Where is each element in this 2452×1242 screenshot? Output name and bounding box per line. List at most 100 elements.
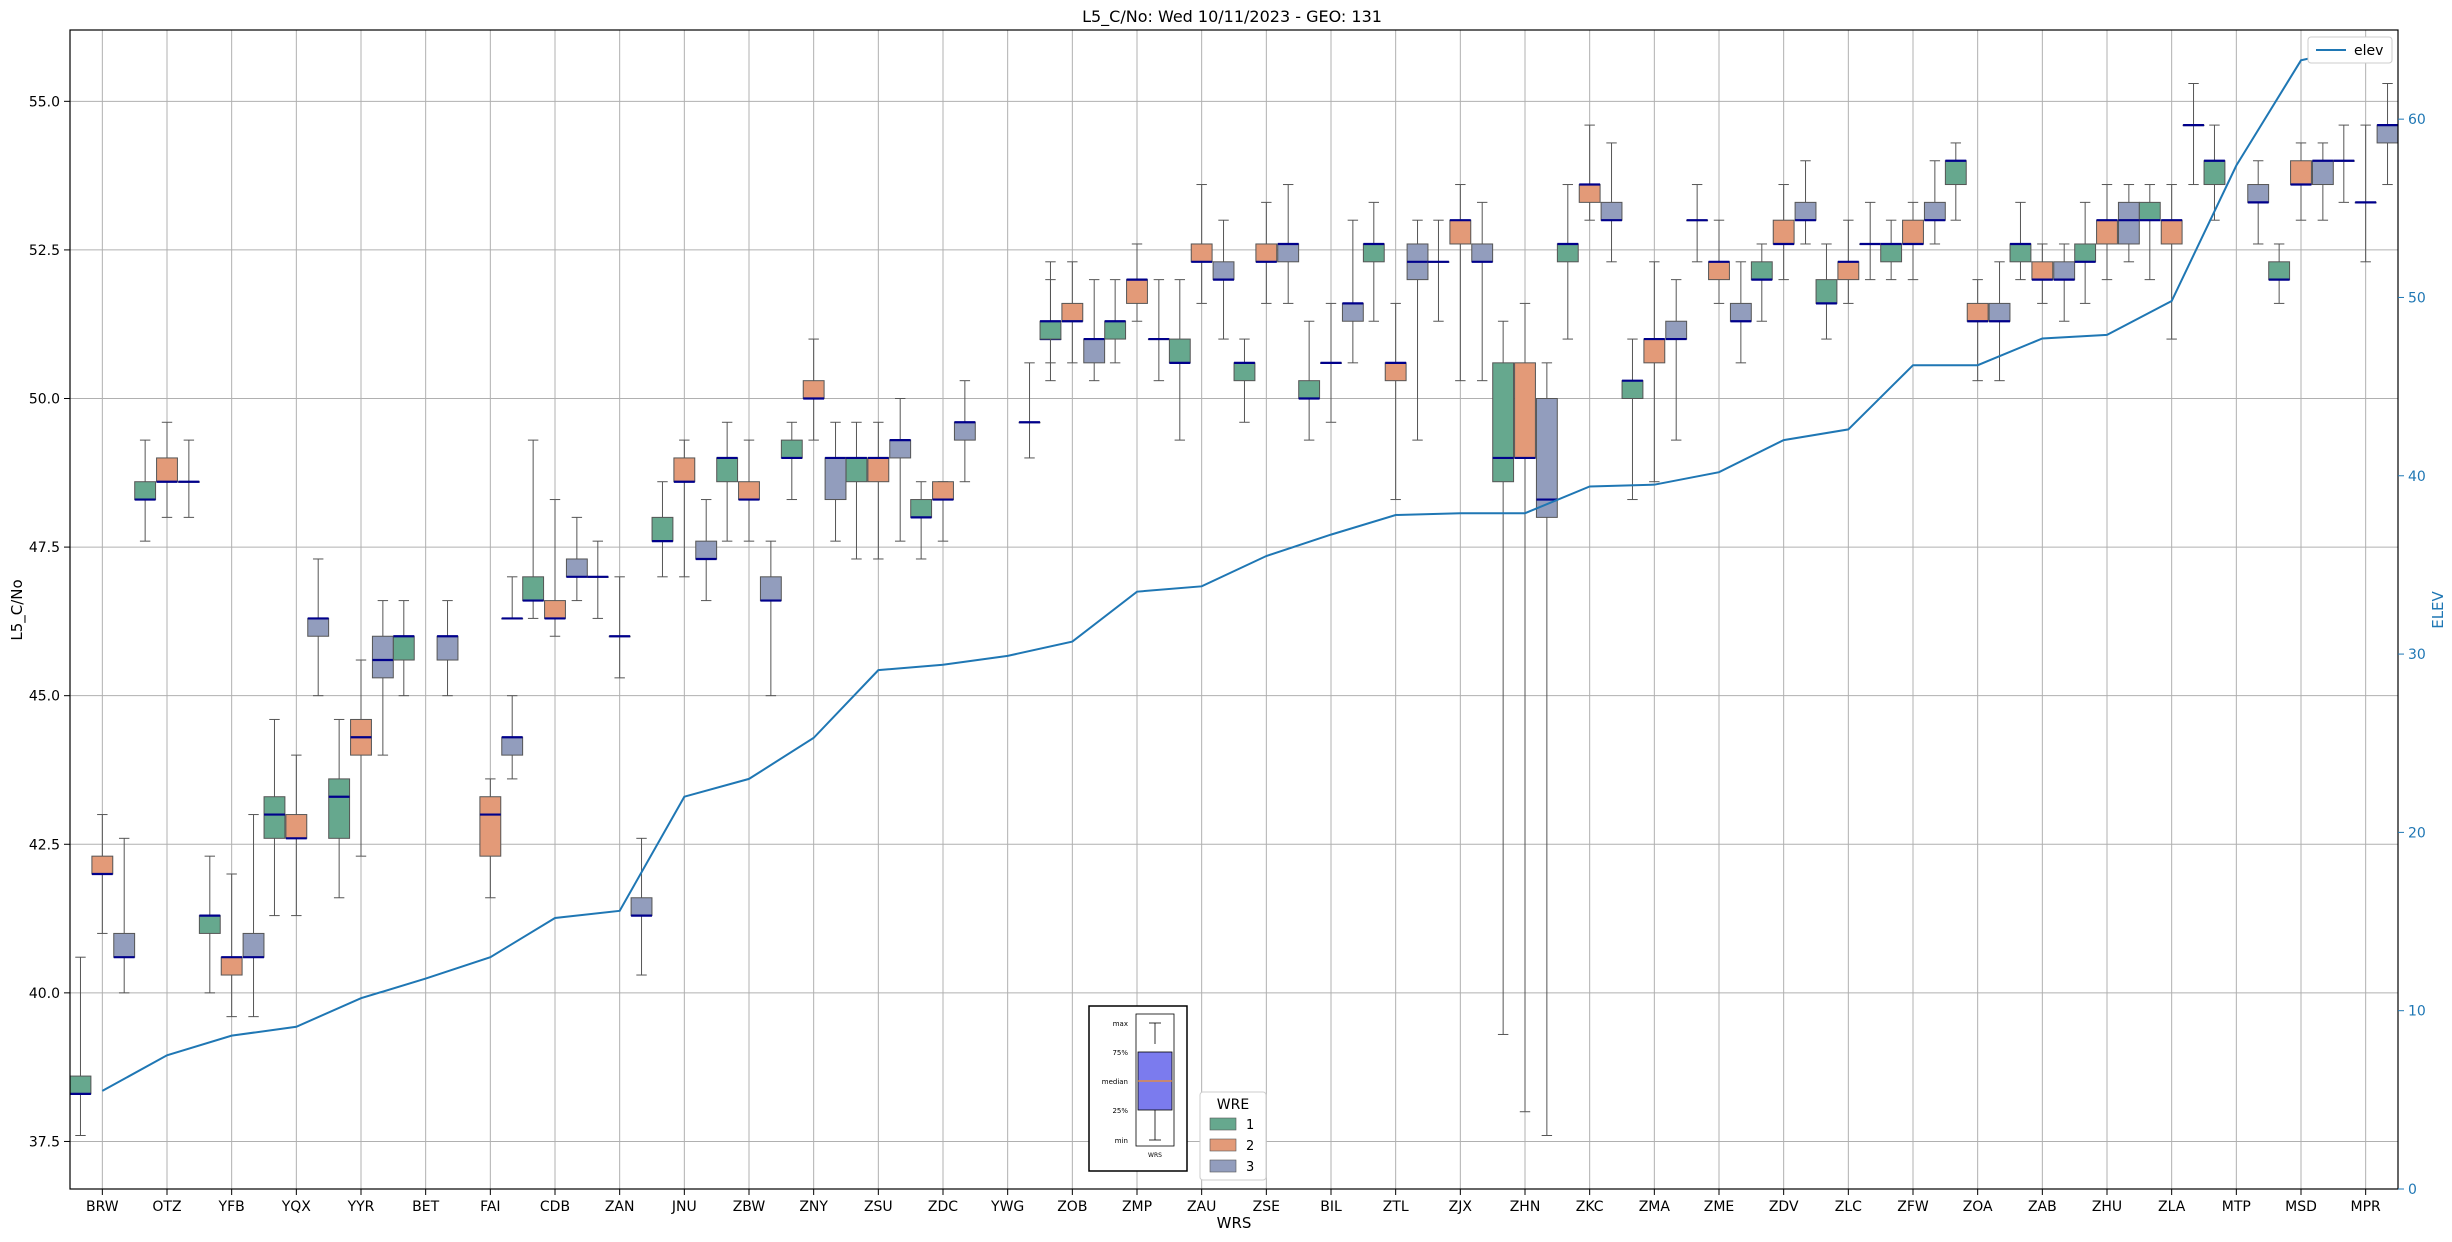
box-zob-wre2 [1061, 261, 1084, 364]
box-zan-wre3 [630, 837, 653, 976]
box-zma-wre1 [1621, 338, 1644, 501]
x-axis-label: WRS [1217, 1214, 1252, 1232]
box-fai-wre3 [501, 576, 524, 620]
box-iqr [630, 897, 653, 917]
box-iqr [2031, 261, 2054, 281]
box-iqr [307, 617, 330, 637]
x-tick-label: ZFW [1897, 1199, 1929, 1215]
box-iqr [392, 635, 415, 661]
box-zkc-wre3 [1600, 142, 1623, 263]
box-iqr [1772, 219, 1795, 245]
box-iqr [2138, 201, 2161, 221]
box-zoa-wre1 [1944, 142, 1967, 221]
box-bet-wre1 [392, 600, 415, 697]
box-zse-wre2 [1255, 201, 1278, 304]
x-tick-label: ZAU [1187, 1199, 1216, 1215]
box-zdv-wre2 [1772, 184, 1795, 281]
box-iqr [1471, 243, 1494, 263]
y-tick-label: 42.5 [29, 837, 60, 853]
box-iqr [1190, 243, 1213, 263]
box-iqr [932, 481, 954, 501]
box-iqr [1708, 261, 1730, 281]
box-bil-wre1 [1298, 320, 1321, 441]
box-iqr [1837, 261, 1860, 281]
box-zan-wre2 [608, 576, 631, 679]
box-cdb-wre2 [544, 499, 566, 637]
x-tick-label: ZMA [1639, 1199, 1671, 1215]
box-iqr [1514, 362, 1536, 459]
box-msd-wre3 [2311, 142, 2334, 221]
box-iqr [2268, 261, 2291, 281]
box-otz-wre1 [134, 439, 157, 542]
x-tick-label: BET [412, 1199, 439, 1215]
box-iqr [1039, 320, 1062, 340]
y2-tick-label: 30 [2408, 647, 2426, 663]
box-zla-wre1 [2138, 184, 2161, 281]
box-zlc-wre3 [1859, 201, 1882, 281]
box-zbw-wre3 [759, 540, 782, 697]
key-label-max: max [1113, 1020, 1128, 1028]
y2-axis-label: ELEV [2429, 590, 2447, 628]
x-tick-label: ZAN [605, 1199, 635, 1215]
box-jnu-wre3 [695, 499, 718, 602]
x-tick-label: YFB [218, 1199, 245, 1215]
box-iqr [2311, 160, 2334, 186]
y-tick-label: 55.0 [29, 94, 60, 110]
x-tick-label: MSD [2285, 1199, 2317, 1215]
box-iqr [479, 796, 502, 857]
x-tick-label: CDB [540, 1199, 570, 1215]
x-tick-label: ZHU [2092, 1199, 2122, 1215]
box-zbw-wre2 [738, 439, 760, 542]
wre-legend-swatch-1 [1209, 1117, 1237, 1131]
x-tick-label: ZLA [2158, 1199, 2186, 1215]
box-iqr [544, 600, 566, 619]
box-iqr [156, 457, 178, 483]
x-tick-label: OTZ [152, 1199, 181, 1215]
box-zdc-wre2 [932, 481, 954, 542]
box-zmp-wre1 [1104, 279, 1127, 364]
box-iqr [2009, 243, 2032, 263]
box-zan-wre1 [586, 540, 609, 619]
box-zny-wre2 [802, 338, 825, 441]
box-yfb-wre1 [198, 855, 221, 994]
key-caption: WRS [1148, 1152, 1162, 1159]
box-zma-wre2 [1643, 261, 1666, 483]
box-iqr [371, 635, 394, 679]
x-tick-label: ZJX [1449, 1199, 1473, 1215]
box-zla-wre2 [2160, 184, 2183, 340]
x-tick-label: ZHN [1510, 1199, 1541, 1215]
x-tick-label: YWG [990, 1199, 1024, 1215]
box-iqr [501, 736, 524, 756]
box-jnu-wre1 [651, 481, 674, 578]
x-axis: BRW OTZ YFB YQX YYR BET FAI CDB ZAN JNU ZBW ZNY ZSU Z… [86, 1189, 2381, 1215]
box-zdc-wre3 [953, 380, 976, 483]
box-iqr [2117, 201, 2140, 245]
box-iqr [2290, 160, 2312, 186]
box-zfw-wre2 [1902, 201, 1924, 281]
x-tick-label: YYR [347, 1199, 375, 1215]
box-iqr [910, 499, 933, 518]
box-zsu-wre3 [889, 398, 912, 542]
box-iqr [113, 932, 136, 958]
box-ztl-wre2 [1384, 302, 1407, 501]
box-otz-wre2 [156, 421, 178, 518]
box-iqr [242, 932, 265, 958]
box-zhu-wre3 [2117, 184, 2140, 263]
box-zlc-wre2 [1837, 219, 1860, 304]
box-iqr [69, 1075, 92, 1095]
boxes-layer [69, 82, 2399, 1137]
box-zhn-wre3 [1535, 362, 1558, 1137]
x-tick-label: ZSE [1253, 1199, 1280, 1215]
box-zme-wre3 [1729, 261, 1752, 364]
x-tick-label: ZKC [1576, 1199, 1604, 1215]
y-tick-label: 45.0 [29, 689, 60, 705]
box-mtp-wre3 [2247, 160, 2270, 245]
box-zjx-wre3 [1471, 201, 1494, 382]
box-iqr [889, 439, 912, 459]
box-zab-wre3 [2053, 243, 2076, 322]
wre-legend: WRE 1 2 3 [1199, 1091, 1267, 1181]
key-label-75: 75% [1112, 1049, 1128, 1057]
box-iqr [738, 481, 760, 501]
box-yyr-wre1 [328, 718, 351, 899]
wre-legend-swatch-2 [1209, 1138, 1237, 1152]
